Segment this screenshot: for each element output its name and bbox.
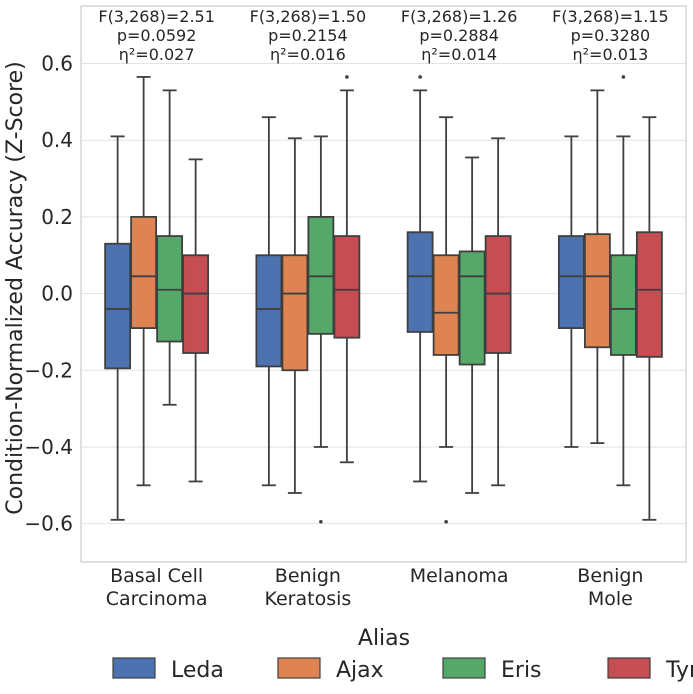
box-iqr — [432, 254, 460, 356]
outlier-point — [418, 75, 422, 79]
box-ajax — [432, 116, 460, 524]
box-leda — [255, 116, 283, 487]
box-tyro — [635, 116, 663, 521]
box-eris — [307, 135, 335, 524]
legend-label: Eris — [501, 658, 542, 683]
outlier-point — [444, 519, 448, 524]
box-iqr — [104, 242, 132, 370]
box-iqr — [406, 231, 434, 333]
x-tick-label: Benign — [577, 565, 643, 587]
box-iqr — [609, 254, 637, 356]
box-eris — [458, 156, 486, 494]
y-tick-label: 0.2 — [41, 205, 73, 229]
legend-label: Leda — [171, 658, 224, 683]
box-leda — [557, 135, 585, 448]
x-tick-label: Keratosis — [264, 588, 351, 610]
box-iqr — [635, 231, 663, 358]
x-tick-label: Carcinoma — [106, 588, 208, 610]
y-tick-label: −0.2 — [24, 358, 73, 382]
box-tyro — [182, 158, 210, 483]
box-iqr — [307, 215, 335, 335]
box-iqr — [557, 235, 585, 329]
box-iqr — [333, 235, 361, 339]
annotation-p: p=0.2154 — [268, 26, 348, 45]
box-iqr — [484, 235, 512, 354]
box-iqr — [583, 233, 611, 349]
box-tyro — [333, 75, 361, 464]
annotation-p: p=0.0592 — [117, 26, 197, 45]
outlier-point — [319, 519, 323, 524]
annotation-eta: η²=0.016 — [270, 45, 346, 64]
annotation-f: F(3,268)=1.15 — [552, 7, 669, 26]
box-iqr — [156, 235, 184, 343]
box-eris — [609, 75, 637, 487]
annotation-f: F(3,268)=1.50 — [250, 7, 367, 26]
x-tick-label: Benign — [275, 565, 341, 587]
x-tick-label: Mole — [588, 588, 633, 610]
legend-entries: Leda Ajax Eris Tyro — [112, 657, 693, 683]
annotation-f: F(3,268)=2.51 — [98, 7, 215, 26]
legend-label: Ajax — [336, 658, 384, 683]
y-tick-labels: 0.6 0.4 0.2 0.0 −0.2 −0.4 −0.6 — [24, 52, 73, 536]
legend-swatch-leda — [112, 657, 156, 679]
box-ajax — [281, 137, 309, 494]
x-tick-labels: Basal CellCarcinomaBenignKeratosisMelano… — [106, 565, 644, 610]
y-tick-label: 0.6 — [41, 52, 73, 76]
box-leda — [104, 135, 132, 521]
box-eris — [156, 89, 184, 406]
box-layer — [104, 75, 663, 524]
legend-swatch-eris — [442, 657, 486, 679]
box-ajax — [583, 89, 611, 445]
y-tick-label: 0.4 — [41, 128, 73, 152]
plot-frame — [80, 5, 687, 563]
annotation-p: p=0.3280 — [571, 26, 651, 45]
y-tick-label: 0.0 — [41, 282, 73, 306]
box-iqr — [182, 254, 210, 354]
box-iqr — [255, 254, 283, 368]
x-tick-label: Basal Cell — [110, 565, 203, 587]
annotation-eta: η²=0.014 — [421, 45, 497, 64]
annotation-eta: η²=0.013 — [572, 45, 648, 64]
outlier-point — [621, 75, 626, 79]
annotation-p: p=0.2884 — [419, 26, 499, 45]
y-tick-label: −0.4 — [24, 435, 73, 459]
legend-swatch-tyro — [607, 657, 651, 679]
legend-title: Alias — [358, 626, 410, 651]
legend: Alias Leda Ajax Eris Tyro — [112, 626, 693, 683]
box-ajax — [130, 76, 158, 487]
box-iqr — [458, 250, 486, 366]
box-iqr — [130, 215, 158, 329]
box-iqr — [281, 254, 309, 372]
x-tick-label: Melanoma — [410, 565, 509, 587]
legend-label: Tyro — [665, 658, 693, 683]
y-axis-label: Condition-Normalized Accuracy (Z-Score) — [3, 61, 28, 515]
outlier-point — [345, 75, 349, 79]
box-tyro — [484, 137, 512, 487]
box-leda — [406, 75, 434, 483]
legend-swatch-ajax — [277, 657, 321, 679]
annotation-eta: η²=0.027 — [119, 45, 195, 64]
y-tick-label: −0.6 — [24, 512, 73, 536]
annotation-f: F(3,268)=1.26 — [401, 7, 518, 26]
